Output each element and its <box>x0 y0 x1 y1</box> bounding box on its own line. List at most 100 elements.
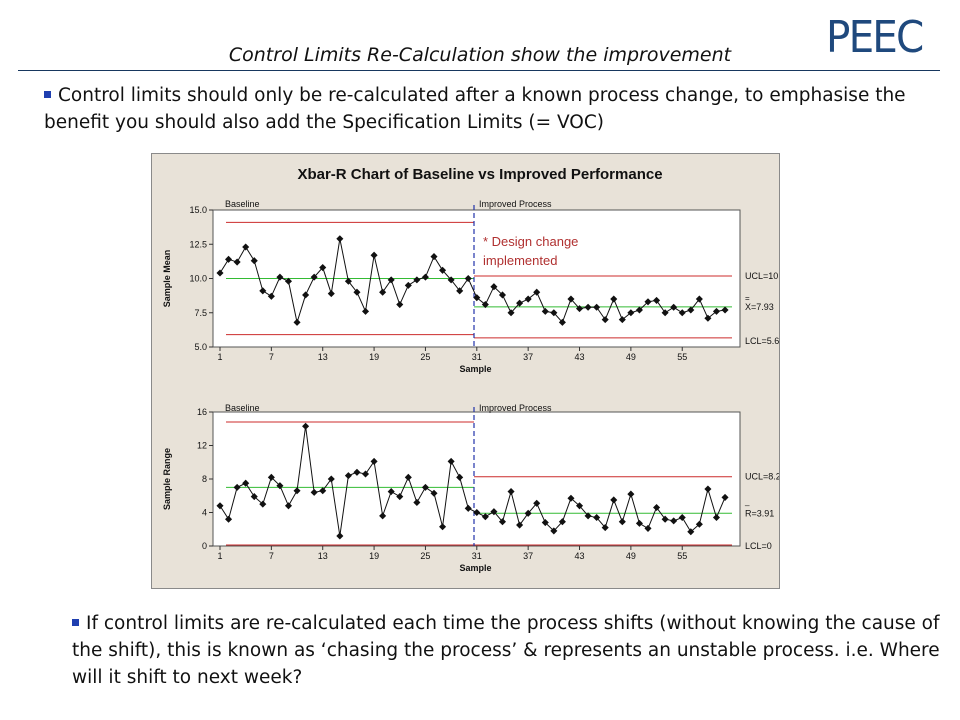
xbar-data-point <box>413 276 421 284</box>
xbar-data-point <box>712 307 721 315</box>
xbar-data-point <box>593 303 601 311</box>
xbar-data-point <box>336 235 344 243</box>
range-data-point <box>635 519 643 527</box>
range-data-point <box>507 488 515 496</box>
range-data-point <box>216 502 224 510</box>
xbar-data-point <box>404 281 412 289</box>
bullet-text: Control limits should only be re-calcula… <box>44 85 906 133</box>
xbar-data-point <box>233 258 241 266</box>
xbar-annotation: implemented <box>483 253 557 268</box>
range-data-point <box>601 524 609 532</box>
xbar-data-point <box>430 253 438 261</box>
bullet-text: If control limits are re-calculated each… <box>72 613 940 688</box>
range-center-label: R=3.91 <box>745 508 774 518</box>
range-data-point <box>259 500 267 508</box>
xbar-y-tick-label: 7.5 <box>194 308 207 318</box>
range-x-tick-label: 49 <box>626 551 636 561</box>
xbar-x-tick-label: 31 <box>472 352 482 362</box>
xbar-data-point <box>473 294 481 302</box>
xbar-data-point <box>396 300 404 309</box>
range-x-tick-label: 7 <box>269 551 274 561</box>
bullet-chasing-process: If control limits are re-calculated each… <box>72 610 942 691</box>
range-data-point <box>541 519 549 527</box>
range-data-point <box>618 518 626 526</box>
range-data-point <box>276 482 284 490</box>
xbar-data-point <box>695 295 703 303</box>
xbar-x-axis-title: Sample <box>459 364 491 374</box>
range-data-point <box>516 521 524 529</box>
range-data-point <box>704 485 712 493</box>
xbar-data-point <box>344 277 352 285</box>
range-data-point <box>293 487 301 495</box>
chart-title: Xbar-R Chart of Baseline vs Improved Per… <box>297 166 662 183</box>
xbar-data-point <box>661 309 669 317</box>
range-data-point <box>353 468 361 476</box>
range-data-point <box>413 498 421 506</box>
xbar-data-point <box>267 292 275 300</box>
xbar-data-point <box>216 269 224 277</box>
range-data-point <box>473 508 481 517</box>
xbar-data-point <box>490 283 498 291</box>
range-data-point <box>644 524 652 532</box>
range-lcl-label: LCL=0 <box>745 541 772 551</box>
range-data-point <box>387 488 395 496</box>
range-data-point <box>550 527 558 535</box>
range-plot-area <box>212 411 741 547</box>
xbar-x-tick-label: 19 <box>369 352 379 362</box>
xbar-data-point <box>618 316 626 324</box>
xbar-data-point <box>464 274 472 283</box>
xbar-x-tick-label: 55 <box>677 352 687 362</box>
xbar-data-point <box>302 291 310 299</box>
range-y-axis-title: Sample Range <box>162 448 172 510</box>
chart-canvas: Xbar-R Chart of Baseline vs Improved Per… <box>162 166 779 573</box>
xbar-x-tick-label: 1 <box>217 352 222 362</box>
xbar-x-tick-label: 25 <box>420 352 430 362</box>
range-data-point <box>361 470 370 478</box>
range-data-point <box>310 488 318 496</box>
xbar-x-tick-label: 13 <box>318 352 328 362</box>
range-data-point <box>250 493 258 501</box>
xbar-center-label: X=7.93 <box>745 302 774 312</box>
xbar-y-tick-label: 10.0 <box>189 274 207 284</box>
range-data-point <box>447 457 455 465</box>
xbar-data-point <box>242 243 250 251</box>
range-x-tick-label: 1 <box>217 551 222 561</box>
xbar-y-tick-label: 12.5 <box>189 239 207 249</box>
range-data-point <box>319 487 327 495</box>
bullet-control-limits: Control limits should only be re-calcula… <box>44 82 924 136</box>
range-data-point <box>575 502 584 510</box>
range-data-point <box>336 532 344 540</box>
xbar-ucl-label: UCL=10.18 <box>745 271 779 281</box>
xbar-data-point <box>327 290 335 298</box>
xbar-lcl-label: LCL=5.67 <box>745 336 779 346</box>
range-x-tick-label: 37 <box>523 551 533 561</box>
range-data-point <box>225 515 233 523</box>
range-y-tick-label: 16 <box>197 407 207 417</box>
range-data-point <box>721 493 729 501</box>
range-stage-label-improved: Improved Process <box>479 403 552 413</box>
range-data-point <box>653 503 661 512</box>
xbar-data-point <box>361 307 370 315</box>
range-data-point <box>712 513 721 522</box>
bullet-square-icon <box>44 91 51 98</box>
range-data-point <box>678 513 686 522</box>
xbar-data-point <box>310 273 318 281</box>
peec-logo: PEEC <box>826 12 924 63</box>
range-data-point <box>661 515 669 523</box>
range-data-point <box>498 518 507 526</box>
xbar-data-point <box>610 295 618 303</box>
range-data-point <box>344 472 352 480</box>
title-divider <box>18 70 940 71</box>
range-data-point <box>490 508 498 516</box>
xbar-annotation: * Design change <box>483 234 578 249</box>
xbar-data-point <box>319 264 327 272</box>
range-data-point <box>567 494 575 502</box>
xbar-data-point <box>721 306 729 314</box>
xbar-data-point <box>670 303 678 311</box>
xbar-x-tick-label: 43 <box>575 352 585 362</box>
range-stage-label-baseline: Baseline <box>225 403 260 413</box>
xbar-y-axis-title: Sample Mean <box>162 250 172 308</box>
range-data-point <box>464 504 472 512</box>
xbar-y-tick-label: 15.0 <box>189 205 207 215</box>
xbar-data-point <box>601 316 609 324</box>
